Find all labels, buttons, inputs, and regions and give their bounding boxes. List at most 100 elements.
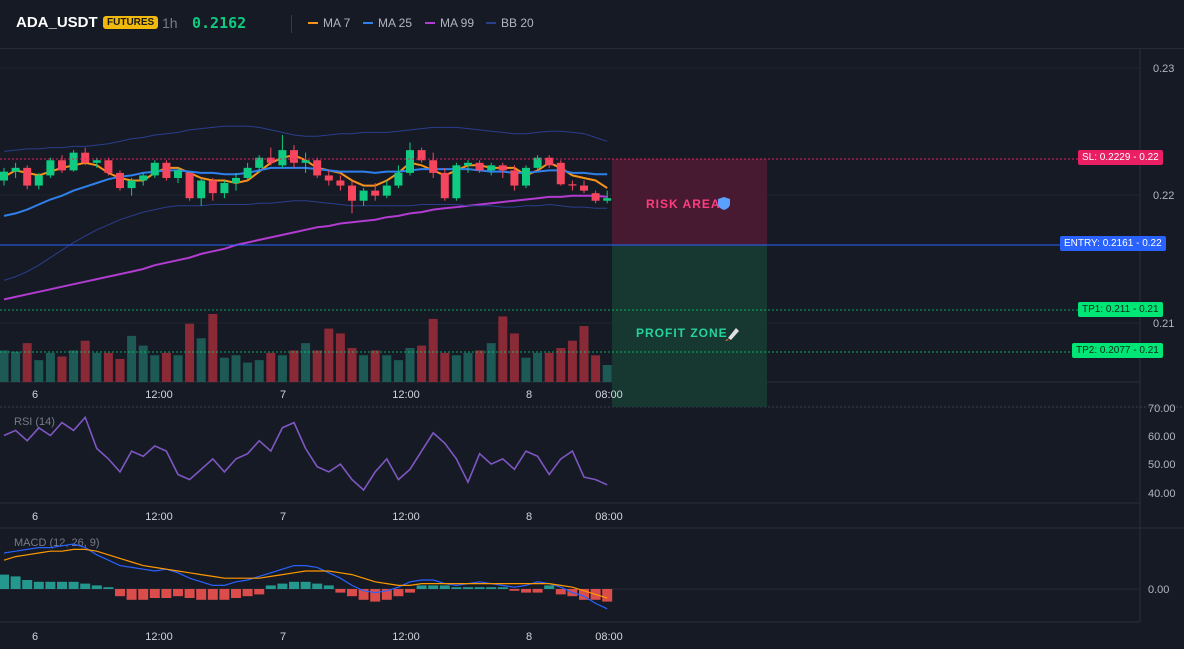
candle-body: [266, 157, 275, 163]
macd-histogram-bar: [184, 589, 195, 598]
candle-body: [510, 170, 519, 186]
macd-histogram-bar: [0, 574, 9, 589]
time-axis-label: 08:00: [595, 511, 623, 523]
legend-ma7-label: MA 7: [323, 16, 351, 30]
volume-bar: [382, 355, 392, 382]
macd-histogram-bar: [486, 587, 497, 589]
stop-loss-tag: SL: 0.2229 - 0.22: [1078, 150, 1163, 165]
timeframe-label[interactable]: 1h: [162, 15, 178, 31]
candle-body: [417, 150, 426, 161]
candle-body: [580, 185, 588, 191]
macd-histogram-bar: [358, 589, 369, 600]
candle-body: [220, 183, 229, 194]
candle-body: [185, 172, 194, 199]
volume-bar: [556, 348, 566, 382]
macd-histogram-bar: [254, 589, 265, 595]
tp2-axis: 0.21: [1139, 345, 1159, 356]
rsi-title: RSI (14): [14, 416, 55, 428]
candle-body: [81, 152, 90, 163]
macd-histogram-bar: [115, 589, 125, 597]
legend-ma99-label: MA 99: [440, 16, 475, 30]
time-axis-label: 6: [32, 511, 38, 523]
volume-bar: [231, 355, 241, 382]
ma99-line: [3, 194, 608, 301]
volume-bar: [451, 355, 461, 382]
volume-bar: [57, 356, 67, 382]
volume-bar: [11, 351, 21, 382]
volume-bar: [138, 345, 148, 382]
volume-bar: [428, 318, 438, 382]
time-axis-label: 7: [280, 631, 286, 643]
legend-ma7[interactable]: MA 7: [308, 16, 350, 30]
time-axis-label: 7: [280, 511, 286, 523]
macd-histogram-bar: [370, 589, 381, 602]
candle-body: [313, 160, 322, 176]
macd-histogram-bar: [277, 583, 288, 589]
candle-body: [324, 175, 333, 181]
volume-bar: [219, 357, 229, 382]
legend-swatch: [363, 21, 373, 24]
candle-body: [475, 162, 484, 171]
volume-bar: [161, 352, 171, 382]
rsi-line: [3, 415, 608, 492]
rsi-axis-label: 70.00: [1148, 403, 1176, 415]
tp1-tag: TP1: 0.211 - 0.21: [1078, 302, 1163, 317]
volume-bar: [301, 343, 311, 382]
macd-histogram-bar: [544, 585, 555, 589]
macd-histogram-bar: [405, 589, 415, 593]
macd-histogram-bar: [509, 589, 520, 591]
candle-body: [139, 175, 148, 181]
volume-bar: [359, 355, 369, 382]
candle-body: [11, 167, 20, 172]
volume-bar: [486, 343, 496, 382]
candle-body: [208, 180, 217, 194]
legend-swatch: [486, 21, 496, 24]
candle-body: [0, 171, 8, 181]
volume-bar: [266, 352, 276, 382]
volume-bar: [115, 358, 125, 382]
macd-histogram-bar: [474, 587, 485, 589]
time-axis-label: 08:00: [595, 389, 623, 401]
stop-loss-value: SL: 0.2229: [1082, 152, 1131, 163]
macd-histogram-bar: [33, 581, 44, 589]
macd-histogram-bar: [242, 589, 253, 597]
legend-bb20-label: BB 20: [501, 16, 534, 30]
symbol-name[interactable]: ADA_USDT: [16, 14, 98, 31]
legend-bb20[interactable]: BB 20: [486, 16, 534, 30]
legend-swatch: [308, 21, 318, 24]
macd-histogram-bar: [602, 589, 613, 602]
volume-bar: [405, 348, 415, 382]
stop-loss-axis: 0.22: [1139, 152, 1159, 163]
candle-body: [232, 177, 240, 184]
volume-bar: [92, 352, 102, 382]
volume-bar: [254, 360, 264, 382]
time-axis-label: 12:00: [145, 511, 173, 523]
candle-body: [406, 150, 414, 173]
volume-bar: [243, 362, 253, 382]
macd-histogram-bar: [149, 589, 160, 598]
candle-body: [603, 198, 612, 201]
time-axis-label: 6: [32, 389, 38, 401]
tp2-value: TP2: 0.2077: [1076, 345, 1131, 356]
macd-histogram-bar: [173, 589, 183, 597]
time-axis-label: 6: [32, 631, 38, 643]
volume-bar: [22, 343, 32, 382]
candle-body: [522, 167, 530, 186]
macd-histogram-bar: [22, 580, 33, 589]
macd-histogram-bar: [10, 576, 21, 589]
price-axis-label: 0.22: [1153, 190, 1174, 202]
macd-histogram-bar: [231, 589, 241, 598]
macd-histogram-bar: [555, 589, 566, 595]
rocket-flame: [725, 339, 729, 341]
volume-bar: [34, 360, 44, 382]
volume-bar: [103, 352, 113, 382]
macd-histogram-bar: [265, 585, 276, 589]
legend-swatch: [425, 21, 435, 24]
time-axis-label: 8: [526, 389, 532, 401]
macd-histogram-bar: [126, 589, 137, 600]
legend-ma99[interactable]: MA 99: [425, 16, 474, 30]
time-axis-label: 8: [526, 631, 532, 643]
legend-ma25[interactable]: MA 25: [363, 16, 412, 30]
candle-body: [429, 160, 438, 173]
